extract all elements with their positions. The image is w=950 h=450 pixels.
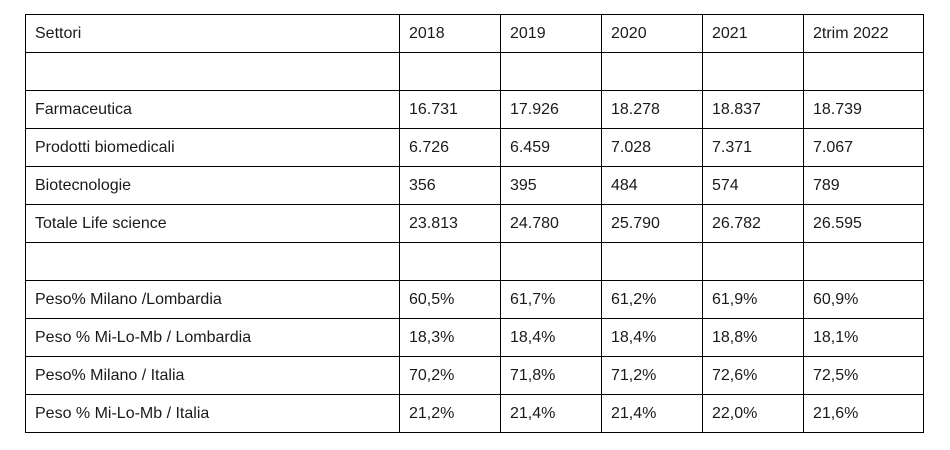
value-cell: 16.731 bbox=[399, 90, 501, 129]
value-cell: 7.067 bbox=[803, 128, 924, 167]
table-row-peso-milano-italia: Peso% Milano / Italia 70,2% 71,8% 71,2% … bbox=[25, 356, 924, 395]
value-cell: 18,3% bbox=[399, 318, 501, 357]
header-cell-settori: Settori bbox=[25, 14, 400, 53]
table-row-peso-milomb-italia: Peso % Mi-Lo-Mb / Italia 21,2% 21,4% 21,… bbox=[25, 394, 924, 433]
value-cell: 61,2% bbox=[601, 280, 703, 319]
row-label-cell: Prodotti biomedicali bbox=[25, 128, 400, 167]
value-cell: 6.459 bbox=[500, 128, 602, 167]
value-cell bbox=[500, 52, 602, 91]
value-cell bbox=[500, 242, 602, 281]
value-cell: 356 bbox=[399, 166, 501, 205]
table-row-farmaceutica: Farmaceutica 16.731 17.926 18.278 18.837… bbox=[25, 90, 924, 129]
life-science-sectors-table: Settori 2018 2019 2020 2021 2trim 2022 F… bbox=[25, 14, 924, 433]
value-cell: 60,5% bbox=[399, 280, 501, 319]
value-cell: 395 bbox=[500, 166, 602, 205]
value-cell bbox=[803, 242, 924, 281]
table-row-peso-milano-lombardia: Peso% Milano /Lombardia 60,5% 61,7% 61,2… bbox=[25, 280, 924, 319]
value-cell: 789 bbox=[803, 166, 924, 205]
value-cell: 61,9% bbox=[702, 280, 804, 319]
row-label-cell: Farmaceutica bbox=[25, 90, 400, 129]
value-cell: 71,2% bbox=[601, 356, 703, 395]
value-cell: 18.278 bbox=[601, 90, 703, 129]
table-row-biotecnologie: Biotecnologie 356 395 484 574 789 bbox=[25, 166, 924, 205]
value-cell: 18,4% bbox=[601, 318, 703, 357]
value-cell: 70,2% bbox=[399, 356, 501, 395]
value-cell: 23.813 bbox=[399, 204, 501, 243]
value-cell: 574 bbox=[702, 166, 804, 205]
value-cell: 61,7% bbox=[500, 280, 602, 319]
value-cell: 21,6% bbox=[803, 394, 924, 433]
value-cell: 484 bbox=[601, 166, 703, 205]
header-cell-2021: 2021 bbox=[702, 14, 804, 53]
header-cell-2020: 2020 bbox=[601, 14, 703, 53]
row-label-cell bbox=[25, 242, 400, 281]
value-cell: 25.790 bbox=[601, 204, 703, 243]
table-row-empty bbox=[25, 242, 924, 281]
value-cell: 18,4% bbox=[500, 318, 602, 357]
value-cell: 60,9% bbox=[803, 280, 924, 319]
table-row-peso-milomb-lombardia: Peso % Mi-Lo-Mb / Lombardia 18,3% 18,4% … bbox=[25, 318, 924, 357]
table-row-totale-life-science: Totale Life science 23.813 24.780 25.790… bbox=[25, 204, 924, 243]
value-cell: 24.780 bbox=[500, 204, 602, 243]
value-cell bbox=[702, 242, 804, 281]
value-cell bbox=[399, 52, 501, 91]
value-cell: 21,4% bbox=[601, 394, 703, 433]
row-label-cell: Peso % Mi-Lo-Mb / Italia bbox=[25, 394, 400, 433]
row-label-cell: Peso% Milano / Italia bbox=[25, 356, 400, 395]
value-cell: 21,2% bbox=[399, 394, 501, 433]
value-cell bbox=[803, 52, 924, 91]
value-cell: 22,0% bbox=[702, 394, 804, 433]
value-cell: 72,6% bbox=[702, 356, 804, 395]
value-cell: 18,8% bbox=[702, 318, 804, 357]
value-cell: 72,5% bbox=[803, 356, 924, 395]
value-cell: 26.782 bbox=[702, 204, 804, 243]
value-cell: 21,4% bbox=[500, 394, 602, 433]
value-cell: 18,1% bbox=[803, 318, 924, 357]
header-cell-2019: 2019 bbox=[500, 14, 602, 53]
header-cell-2trim-2022: 2trim 2022 bbox=[803, 14, 924, 53]
value-cell bbox=[601, 52, 703, 91]
value-cell: 7.028 bbox=[601, 128, 703, 167]
value-cell: 18.837 bbox=[702, 90, 804, 129]
row-label-cell: Biotecnologie bbox=[25, 166, 400, 205]
value-cell bbox=[399, 242, 501, 281]
value-cell: 71,8% bbox=[500, 356, 602, 395]
row-label-cell: Peso% Milano /Lombardia bbox=[25, 280, 400, 319]
row-label-cell bbox=[25, 52, 400, 91]
value-cell: 18.739 bbox=[803, 90, 924, 129]
row-label-cell: Peso % Mi-Lo-Mb / Lombardia bbox=[25, 318, 400, 357]
table-row-prodotti-biomedicali: Prodotti biomedicali 6.726 6.459 7.028 7… bbox=[25, 128, 924, 167]
table-row-empty bbox=[25, 52, 924, 91]
header-cell-2018: 2018 bbox=[399, 14, 501, 53]
value-cell: 26.595 bbox=[803, 204, 924, 243]
value-cell bbox=[702, 52, 804, 91]
value-cell bbox=[601, 242, 703, 281]
value-cell: 6.726 bbox=[399, 128, 501, 167]
row-label-cell: Totale Life science bbox=[25, 204, 400, 243]
value-cell: 17.926 bbox=[500, 90, 602, 129]
value-cell: 7.371 bbox=[702, 128, 804, 167]
table-header-row: Settori 2018 2019 2020 2021 2trim 2022 bbox=[25, 14, 924, 53]
